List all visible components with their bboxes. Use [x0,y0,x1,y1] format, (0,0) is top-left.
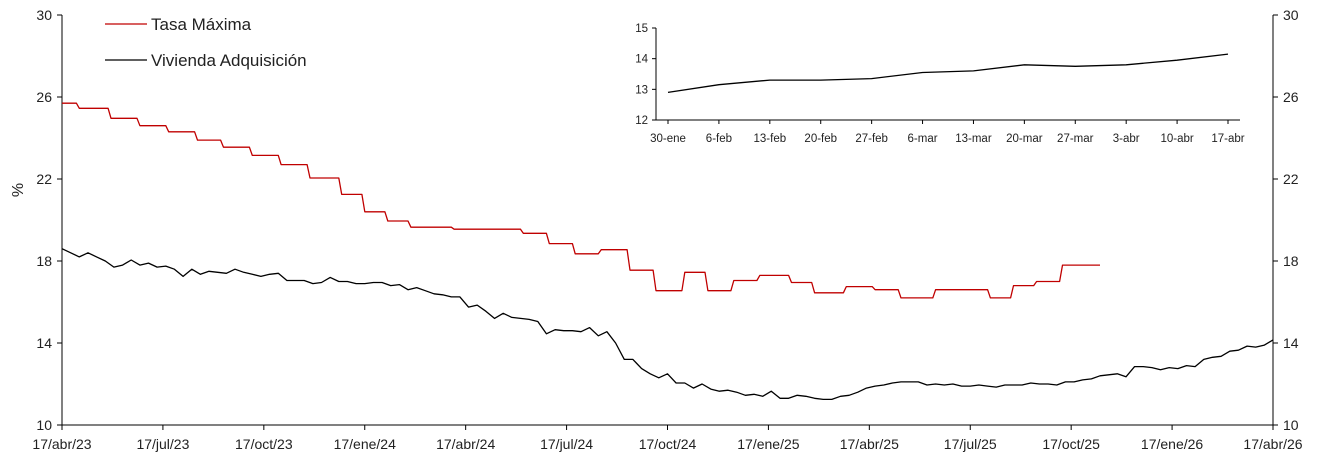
inset-x-tick-label: 30-ene [650,133,686,145]
inset-x-tick-label: 13-feb [754,133,787,145]
x-tick-label: 17/abr/25 [840,436,899,452]
main-ticks: 10 10 14 14 18 18 22 22 26 26 30 30 17/abr/23 17/jul/… [32,7,1302,452]
x-tick-label: 17/oct/23 [235,436,293,452]
y-tick-label-right: 22 [1283,171,1299,187]
main-chart: 10 10 14 14 18 18 22 22 26 26 30 30 17/abr/23 17/jul/… [10,7,1303,452]
inset-x-tick-label: 10-abr [1160,133,1193,145]
y-tick-label-left: 18 [36,253,52,269]
inset-x-tick-label: 20-mar [1006,133,1043,145]
y-tick-label-left: 26 [36,89,52,105]
inset-y-tick-label: 14 [635,54,648,66]
inset-series-line-0 [667,53,1229,94]
inset-x-tick-label: 3-abr [1113,133,1140,145]
inset-ticks: 12 13 14 15 30-ene 6-feb 13-feb 20-feb 27-feb 6-m… [635,23,1245,145]
y-tick-label-left: 10 [36,417,52,433]
inset-x-tick-label: 27-feb [855,133,888,145]
y-tick-label-right: 26 [1283,89,1299,105]
legend: Tasa Máxima Vivienda Adquisición [105,15,307,70]
x-tick-label: 17/ene/25 [737,436,799,452]
inset-y-tick-label: 15 [635,23,648,35]
inset-y-tick-label: 13 [635,84,648,96]
inset-x-tick-label: 6-feb [706,133,732,145]
x-tick-label: 17/oct/25 [1042,436,1100,452]
y-tick-label-right: 18 [1283,253,1299,269]
legend-label-vivienda: Vivienda Adquisición [151,51,307,70]
y-tick-label-right: 14 [1283,335,1299,351]
inset-y-tick-label: 12 [635,115,648,127]
y-tick-label-left: 30 [36,7,52,23]
inset-chart: 12 13 14 15 30-ene 6-feb 13-feb 20-feb 27-feb 6-m… [635,23,1245,145]
inset-x-tick-label: 17-abr [1211,133,1244,145]
series-line-0 [62,102,1100,299]
series-line-1 [61,248,1274,401]
x-tick-label: 17/ene/24 [334,436,396,452]
x-tick-label: 17/oct/24 [639,436,697,452]
x-tick-label: 17/jul/24 [540,436,593,452]
inset-x-tick-label: 20-feb [804,133,837,145]
y-tick-label-right: 30 [1283,7,1299,23]
x-tick-label: 17/jul/23 [136,436,189,452]
y-axis-label: % [10,183,27,197]
x-tick-label: 17/ene/26 [1141,436,1203,452]
main-series [61,102,1274,401]
y-tick-label-left: 14 [36,335,52,351]
inset-series [667,53,1229,94]
y-tick-label-right: 10 [1283,417,1299,433]
x-tick-label: 17/abr/24 [436,436,495,452]
x-tick-label: 17/jul/25 [944,436,997,452]
x-tick-label: 17/abr/26 [1243,436,1302,452]
y-tick-label-left: 22 [36,171,52,187]
inset-x-tick-label: 6-mar [908,133,938,145]
inset-x-tick-label: 13-mar [955,133,992,145]
inset-x-tick-label: 27-mar [1057,133,1094,145]
legend-label-tasa-maxima: Tasa Máxima [151,15,252,34]
x-tick-label: 17/abr/23 [32,436,91,452]
